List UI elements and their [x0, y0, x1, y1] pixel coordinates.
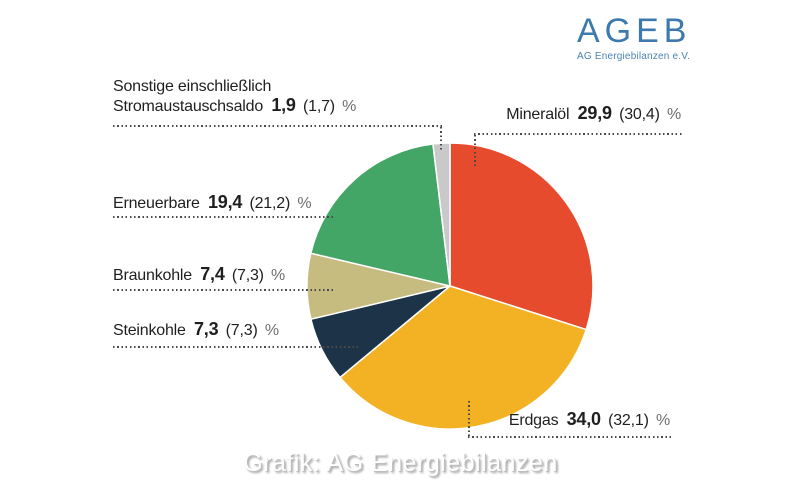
- label-previous: (21,2): [249, 195, 291, 212]
- label-value: 34,0: [566, 409, 601, 429]
- label-erneuerbare: Erneuerbare 19,4 (21,2) %: [113, 192, 312, 213]
- ageb-logo: AGEB AG Energiebilanzen e.V.: [577, 14, 691, 62]
- label-name: Erdgas: [508, 412, 559, 429]
- leader-line-braunkohle-h: [113, 289, 335, 291]
- label-percent: %: [342, 98, 357, 115]
- label-erdgas: Erdgas 34,0 (32,1) %: [509, 410, 670, 430]
- label-previous: (30,4): [619, 106, 660, 123]
- label-value: 29,9: [577, 103, 612, 123]
- label-name: Braunkohle: [113, 267, 192, 284]
- label-previous: (32,1): [608, 412, 649, 429]
- label-percent: %: [264, 322, 279, 339]
- label-name: Stromaustauschsaldo: [113, 98, 264, 115]
- label-previous: (7,3): [225, 322, 258, 339]
- leader-line-erdgas-h: [468, 436, 672, 438]
- label-name: Steinkohle: [113, 322, 186, 339]
- leader-line-mineraloel-v: [474, 135, 476, 166]
- label-sonstige-line2: Stromaustauschsaldo 1,9 (1,7) %: [113, 96, 356, 116]
- logo-subtitle: AG Energiebilanzen e.V.: [577, 51, 691, 62]
- label-value: 7,4: [200, 264, 225, 284]
- label-previous: (7,3): [231, 267, 264, 284]
- label-steinkohle: Steinkohle 7,3 (7,3) %: [113, 320, 279, 340]
- label-previous: (1,7): [303, 98, 335, 115]
- label-value: 1,9: [271, 95, 296, 115]
- pie-slice-erdgas: [339, 285, 587, 430]
- pie-slice-mineral-l: [449, 142, 594, 331]
- caption: Grafik: AG Energiebilanzen: [243, 449, 558, 477]
- leader-line-steinkohle-h: [113, 346, 360, 348]
- label-braunkohle: Braunkohle 7,4 (7,3) %: [113, 265, 285, 285]
- label-name: Mineralöl: [506, 106, 570, 123]
- label-sonstige-line1: Sonstige einschließlich: [113, 78, 272, 95]
- label-value: 7,3: [193, 319, 219, 339]
- label-value: 19,4: [208, 192, 243, 212]
- label-percent: %: [297, 195, 312, 212]
- label-percent: %: [666, 106, 681, 123]
- label-sonstige: Sonstige einschließlich Stromaustauschsa…: [113, 77, 356, 116]
- pie-slice-erneuerbare: [310, 143, 451, 287]
- label-percent: %: [271, 267, 286, 284]
- label-percent: %: [655, 412, 670, 429]
- leader-line-mineraloel-h: [474, 133, 682, 135]
- leader-line-sonstige-h: [113, 125, 442, 127]
- leader-line-erneuerbare-h: [113, 216, 334, 218]
- logo-title: AGEB: [577, 12, 692, 50]
- label-mineraloel: Mineralöl 29,9 (30,4) %: [506, 104, 681, 124]
- label-name: Erneuerbare: [113, 195, 200, 212]
- leader-line-erdgas-v: [468, 401, 470, 436]
- leader-line-sonstige-v: [440, 127, 442, 150]
